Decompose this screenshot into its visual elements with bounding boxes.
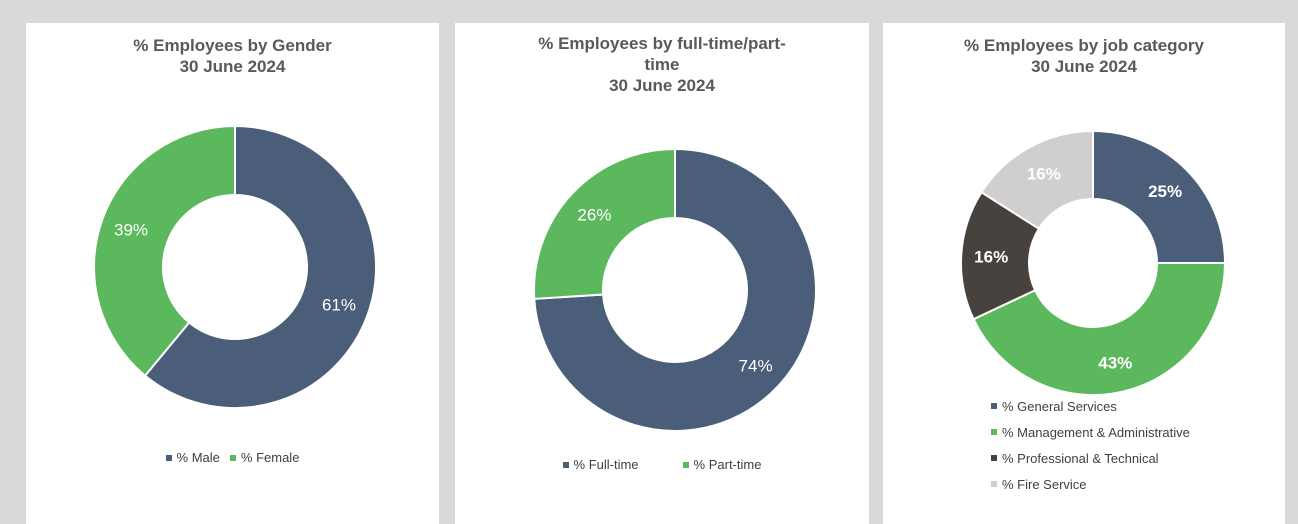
legend-swatch [165,454,172,461]
legend-label: % Full-time [573,457,639,472]
chart-title-line: 30 June 2024 [609,76,715,95]
legend-label: % Male [176,450,220,465]
legend-item-professional-technical: % Professional & Technical [991,445,1190,471]
legend-label: % Management & Administrative [1002,424,1190,440]
chart-title: % Employees by job category 30 June 2024 [883,35,1285,77]
data-label-0: 61% [322,295,356,314]
chart-panel-employment-type: % Employees by full-time/part- time 30 J… [455,23,869,524]
chart-title: % Employees by Gender 30 June 2024 [26,35,439,77]
legend-item-male: % Male [165,450,220,465]
legend-swatch [562,461,569,468]
legend-label: % Female [240,450,300,465]
donut-slice-1 [972,262,1227,396]
chart-title-line: 30 June 2024 [1031,57,1137,76]
chart-legend: % Male % Female [26,450,439,465]
legend-label: % General Services [1002,398,1117,414]
data-label-1: 39% [114,221,148,240]
legend-item-fire-service: % Fire Service [991,471,1190,497]
data-label-1: 26% [577,205,611,224]
legend-item-full-time: % Full-time [562,457,639,472]
chart-title-line: time [644,55,680,74]
data-label-3: 16% [1027,165,1061,184]
legend-item-general-services: % General Services [991,393,1190,419]
chart-panel-gender: % Employees by Gender 30 June 2024 61% 39… [26,23,439,524]
legend-item-management-administrative: % Management & Administrative [991,419,1190,445]
donut-slice-1 [93,124,236,378]
chart-title: % Employees by full-time/part- time 30 J… [455,33,869,96]
donut-slice-0 [143,124,377,409]
data-label-0: 74% [739,357,773,376]
legend-swatch [991,455,997,461]
legend-label: % Fire Service [1002,476,1087,492]
legend-item-part-time: % Part-time [682,457,762,472]
legend-label: % Professional & Technical [1002,450,1159,466]
data-label-0: 25% [1148,182,1182,201]
chart-title-line: % Employees by full-time/part- [538,34,786,53]
data-label-2: 16% [974,248,1008,267]
donut-chart-gender: 61% 39% [93,124,377,409]
data-label-1: 43% [1098,354,1132,373]
legend-swatch [991,481,997,487]
chart-legend: % General Services % Management & Admini… [991,393,1190,497]
legend-item-female: % Female [229,450,300,465]
chart-title-line: % Employees by Gender [133,36,332,55]
legend-swatch [991,429,997,435]
chart-legend: % Full-time % Part-time [455,457,869,472]
donut-slice-3 [980,129,1094,231]
legend-swatch [682,461,689,468]
donut-slice-1 [533,147,676,300]
donut-chart-job-category: 25% 43% 16% 16% [960,129,1227,396]
chart-title-line: % Employees by job category [964,36,1204,55]
donut-slice-0 [1092,129,1227,264]
chart-panel-job-category: % Employees by job category 30 June 2024… [883,23,1285,524]
donut-chart-employment-type: 74% 26% [533,147,817,432]
donut-slice-0 [533,147,817,432]
legend-swatch [229,454,236,461]
legend-label: % Part-time [693,457,762,472]
legend-swatch [991,403,997,409]
chart-title-line: 30 June 2024 [179,57,286,76]
